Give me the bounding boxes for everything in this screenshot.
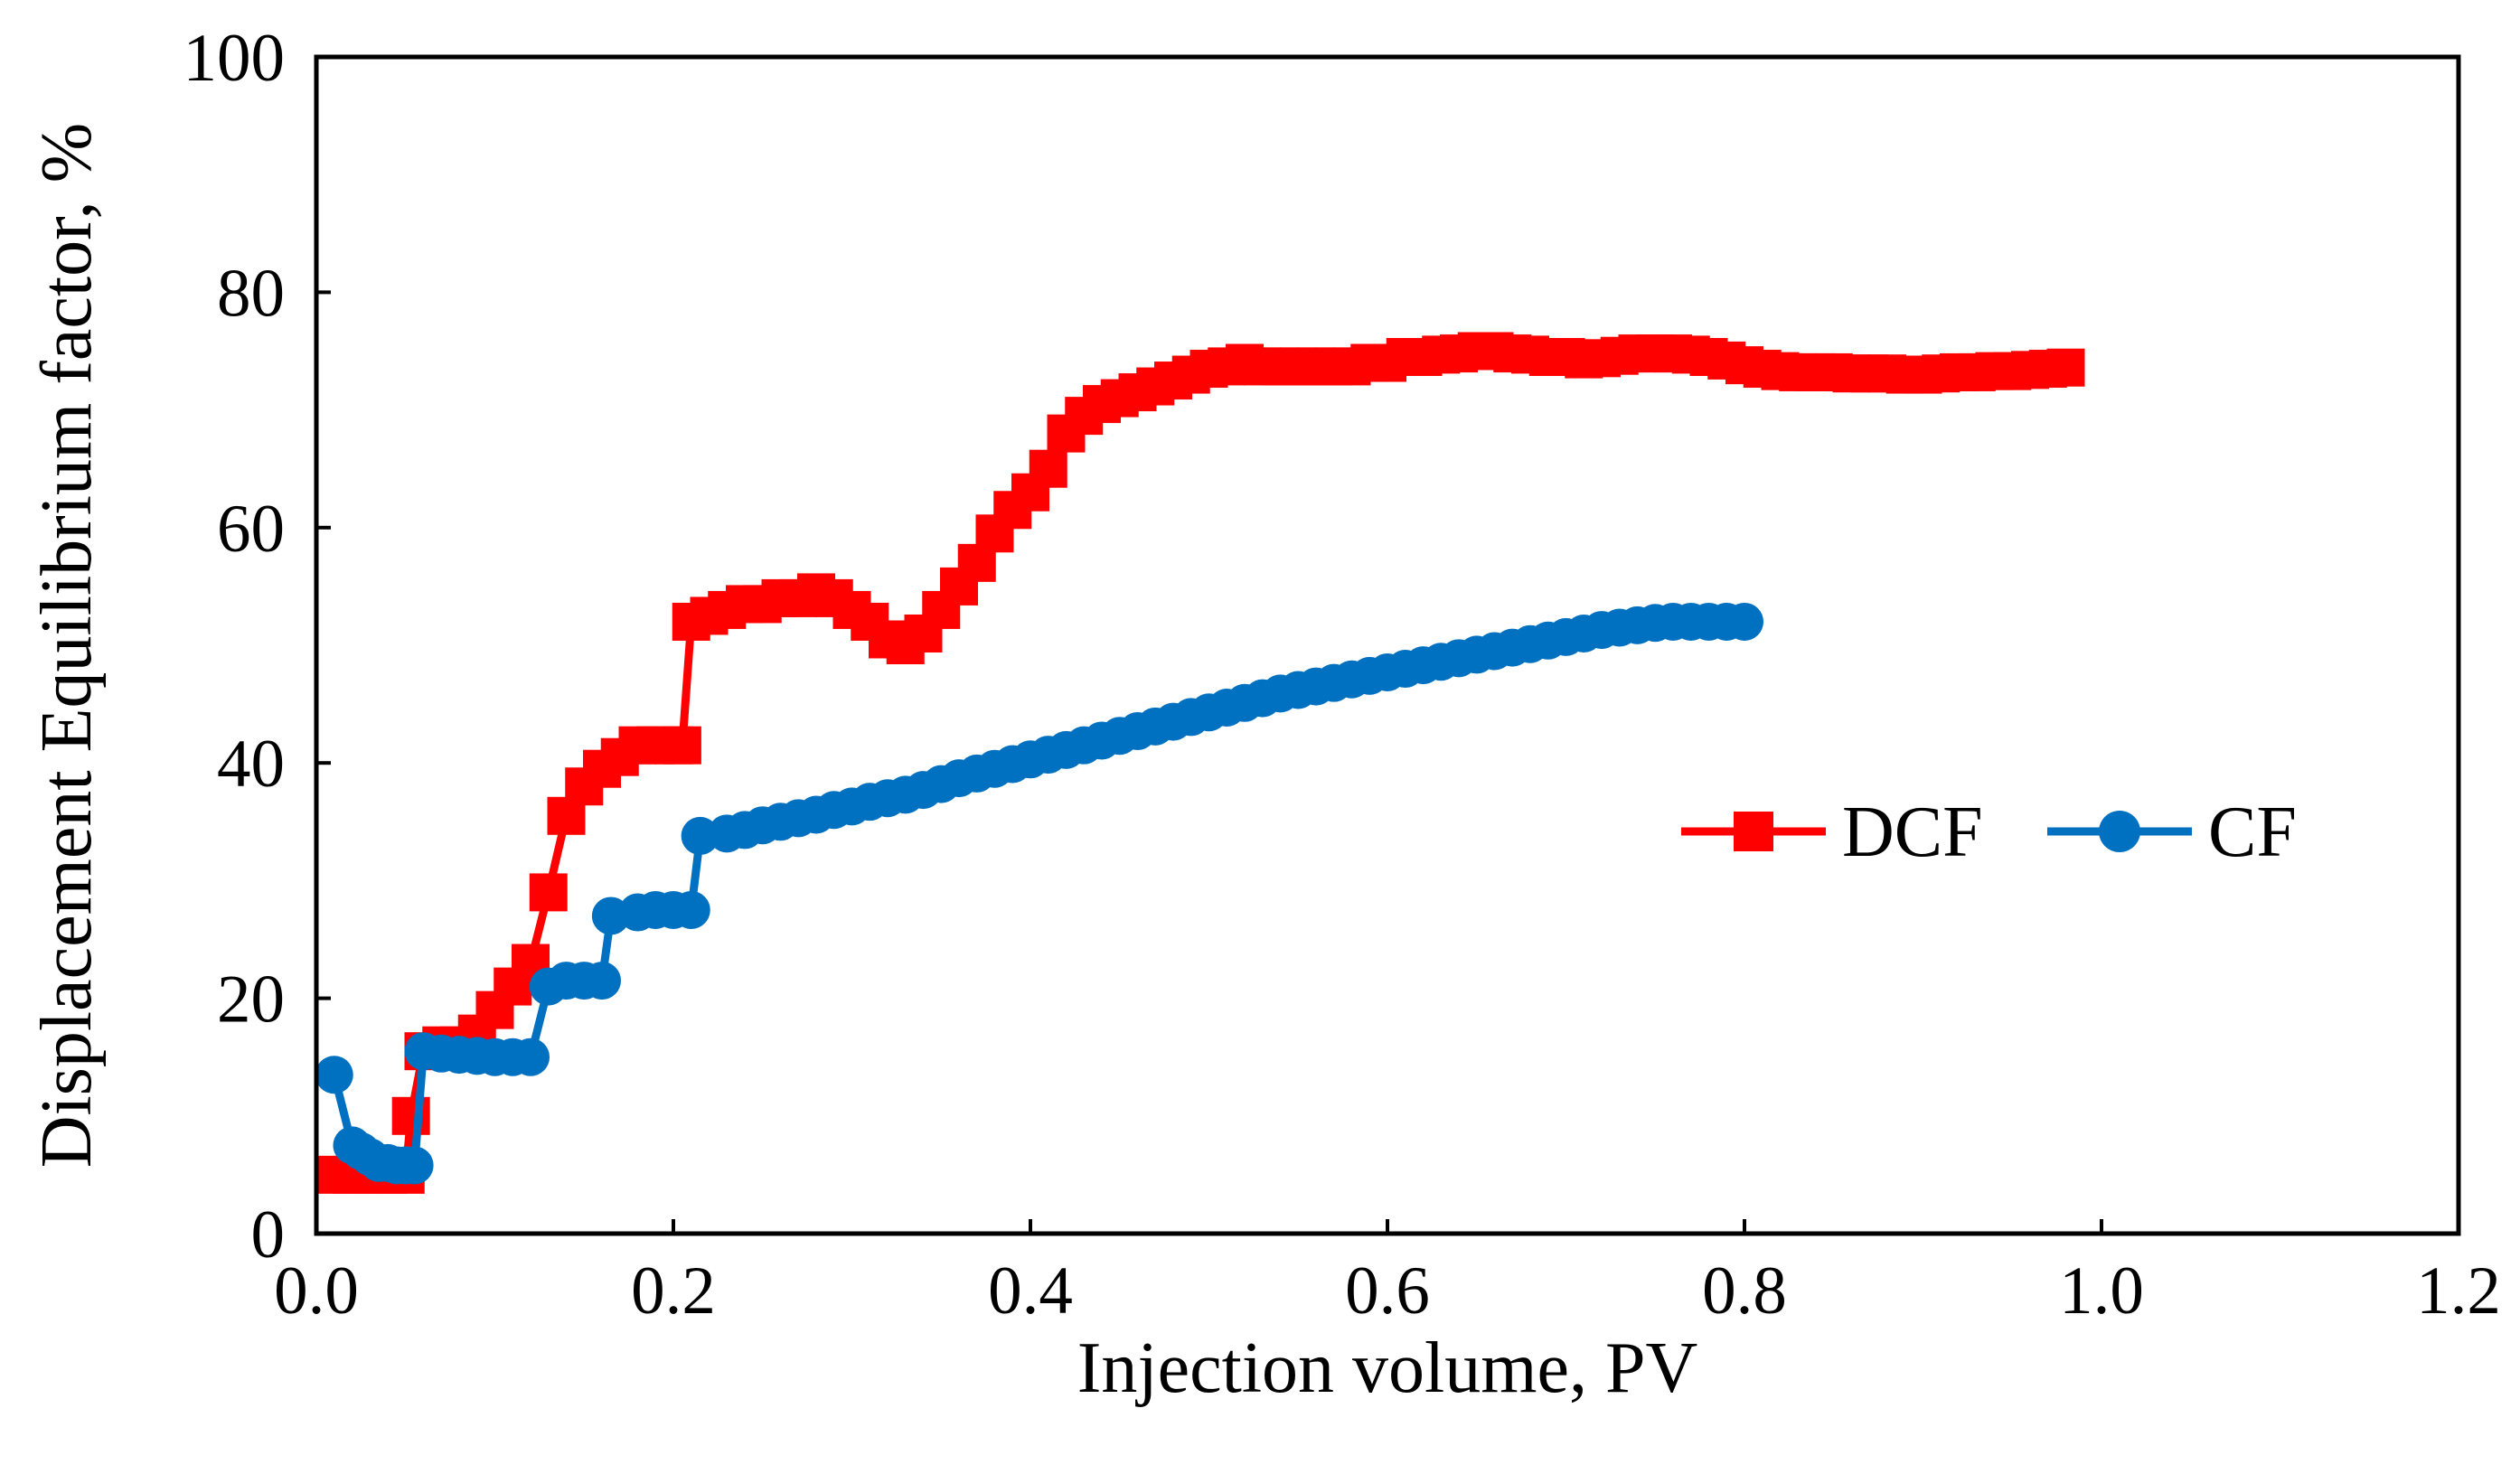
series-cf bbox=[315, 602, 1763, 1185]
data-point-cf bbox=[583, 962, 621, 1000]
y-axis-title: Displacement Equilibrium factor, % bbox=[27, 123, 107, 1168]
plot-frame bbox=[314, 54, 2461, 1236]
y-tick-label: 40 bbox=[217, 727, 285, 802]
x-tick-label: 0.2 bbox=[631, 1253, 716, 1328]
x-tick-label: 0.0 bbox=[274, 1253, 359, 1328]
y-tick-label: 20 bbox=[217, 962, 285, 1037]
series-dcf bbox=[315, 332, 2085, 1194]
data-point-dcf bbox=[663, 726, 701, 765]
data-point-cf bbox=[672, 890, 710, 929]
legend-dcf-label: DCF bbox=[1842, 793, 1983, 872]
data-point-dcf bbox=[1029, 449, 1067, 488]
y-tick-label: 100 bbox=[183, 21, 286, 96]
data-point-cf bbox=[512, 1037, 550, 1076]
data-point-cf bbox=[315, 1056, 353, 1094]
legend-cf-label: CF bbox=[2208, 793, 2297, 872]
data-point-cf bbox=[1725, 602, 1763, 641]
x-tick-label: 0.8 bbox=[1702, 1253, 1787, 1328]
legend-dcf-marker bbox=[1734, 812, 1773, 851]
legend-cf-marker bbox=[2099, 811, 2140, 852]
data-point-dcf bbox=[2046, 348, 2085, 387]
y-tick-label: 60 bbox=[217, 492, 285, 567]
data-point-dcf bbox=[529, 873, 568, 912]
data-point-cf bbox=[395, 1146, 434, 1185]
y-tick-label: 80 bbox=[217, 256, 285, 331]
y-tick-label: 0 bbox=[251, 1197, 286, 1272]
y-axis-ticks: 0 20 40 60 80 100 bbox=[183, 21, 331, 1272]
x-tick-label: 0.4 bbox=[988, 1253, 1073, 1328]
x-tick-label: 1.0 bbox=[2059, 1253, 2144, 1328]
x-axis-title: Injection volume, PV bbox=[1077, 1328, 1698, 1408]
legend: DCF CF bbox=[1681, 793, 2297, 872]
x-tick-label: 1.2 bbox=[2416, 1253, 2501, 1328]
x-tick-label: 0.6 bbox=[1345, 1253, 1430, 1328]
x-axis-ticks: 0.0 0.2 0.4 0.6 0.8 1.0 1.2 bbox=[274, 1219, 2501, 1328]
data-point-dcf bbox=[391, 1096, 430, 1135]
series-layer bbox=[315, 332, 2085, 1194]
